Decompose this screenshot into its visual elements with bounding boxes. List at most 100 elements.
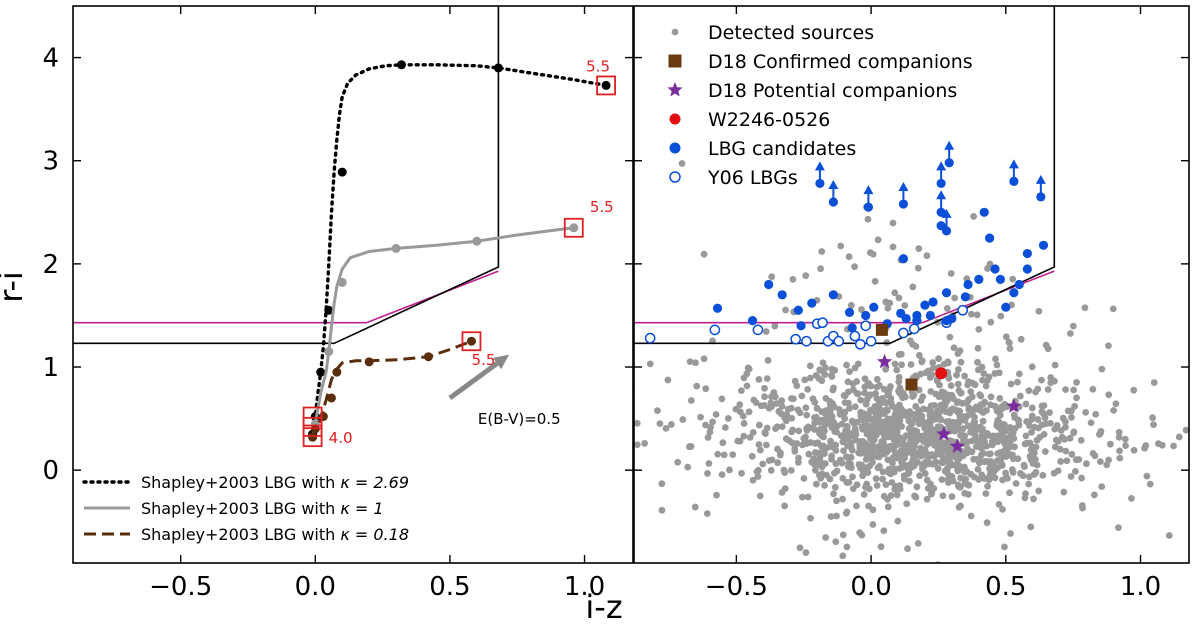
detected-source: [1051, 377, 1058, 385]
lbg-candidate: [793, 305, 803, 315]
detected-source: [704, 470, 711, 477]
detected-source: [1027, 456, 1035, 464]
detected-source: [851, 263, 858, 271]
detected-source: [871, 277, 879, 285]
detected-source: [815, 461, 822, 469]
lbg-candidate: [928, 297, 938, 307]
track-marker-0: [601, 80, 611, 90]
detected-source: [954, 467, 962, 475]
detected-source: [959, 399, 966, 407]
legend-label: D18 Potential companions: [708, 80, 957, 102]
detected-source: [802, 549, 810, 556]
detected-source: [1004, 474, 1011, 482]
detected-source: [743, 382, 751, 390]
detected-source: [1150, 379, 1158, 386]
detected-source: [692, 359, 699, 367]
detected-source: [1044, 386, 1052, 393]
lbg-candidate-limit: [898, 199, 909, 209]
detected-source: [884, 407, 891, 414]
track-line-0: [310, 63, 608, 436]
lbg-candidate: [777, 290, 787, 300]
redshift-box: [563, 217, 584, 238]
detected-source: [1067, 473, 1075, 480]
detected-source: [1068, 413, 1075, 421]
lbg-candidate-limit: [863, 202, 873, 212]
detected-source: [878, 397, 886, 405]
detected-source: [975, 438, 983, 446]
detected-source: [1032, 443, 1040, 451]
detected-source: [923, 441, 931, 448]
detected-source: [1051, 361, 1059, 369]
track-marker-1: [569, 223, 579, 233]
lbg-candidate: [869, 302, 879, 312]
detected-source: [1034, 416, 1042, 423]
legend-label: Y06 LBGs: [707, 167, 798, 189]
detected-source: [869, 521, 877, 528]
detected-source: [973, 455, 980, 463]
detected-source: [798, 392, 806, 400]
detected-source: [762, 328, 770, 335]
detected-source: [957, 474, 965, 482]
detected-source: [891, 411, 899, 419]
detected-source: [933, 377, 941, 385]
lbg-candidate: [985, 233, 995, 243]
detected-sources-layer: [634, 160, 1189, 563]
detected-source: [939, 492, 947, 500]
right-ticks: −0.5 0.0 0.5 1.0: [634, 6, 1189, 602]
detected-source: [812, 372, 820, 379]
detected-source: [1112, 400, 1120, 408]
detected-source: [879, 468, 887, 476]
detected-source: [1000, 433, 1007, 441]
detected-source: [789, 426, 797, 434]
lower-limit-arrowhead: [814, 161, 825, 171]
detected-source: [1090, 491, 1098, 499]
legend-label-0: Shapley+2003 LBG with κ = 2.69: [141, 473, 409, 492]
detected-source: [916, 472, 924, 480]
lbg-candidate: [963, 279, 973, 290]
track-marker-0: [493, 63, 503, 73]
legend-label: W2246-0526: [708, 109, 830, 131]
detected-source: [646, 360, 654, 368]
detected-source: [886, 433, 893, 440]
detected-source: [876, 382, 883, 389]
lbg-candidate: [861, 310, 871, 321]
detected-source: [918, 357, 926, 365]
detected-source: [932, 458, 940, 466]
detected-source: [914, 264, 922, 272]
detected-source: [853, 378, 861, 385]
detected-source: [1130, 386, 1138, 394]
detected-source: [1035, 424, 1042, 432]
detected-source: [1062, 423, 1069, 431]
detected-source: [898, 361, 906, 369]
detected-source: [818, 377, 826, 385]
detected-source: [984, 482, 992, 490]
detected-source: [795, 454, 802, 462]
detected-source: [718, 395, 726, 403]
detected-source: [968, 393, 976, 401]
detected-source: [1012, 480, 1020, 487]
detected-source: [941, 402, 949, 410]
detected-source: [656, 420, 664, 427]
lower-limit-arrowhead: [863, 185, 874, 195]
detected-source: [893, 491, 901, 499]
detected-source: [720, 451, 728, 459]
detected-source: [749, 429, 757, 436]
detected-source: [700, 355, 708, 363]
detected-source: [977, 427, 985, 434]
detected-source: [943, 305, 951, 312]
detected-source: [1017, 470, 1024, 477]
detected-source: [736, 401, 744, 409]
detected-source: [809, 395, 817, 403]
detected-source: [839, 474, 847, 482]
y06-lbg: [908, 323, 920, 335]
detected-source: [774, 459, 782, 467]
detected-source: [1060, 488, 1068, 496]
y06-lbg: [854, 338, 866, 350]
detected-source: [1007, 443, 1015, 450]
detected-source: [678, 160, 686, 167]
left-ytick-label: 2: [42, 250, 59, 280]
detected-source: [844, 442, 851, 450]
detected-source: [841, 415, 849, 423]
detected-source: [843, 361, 850, 369]
detected-source: [1141, 444, 1149, 452]
